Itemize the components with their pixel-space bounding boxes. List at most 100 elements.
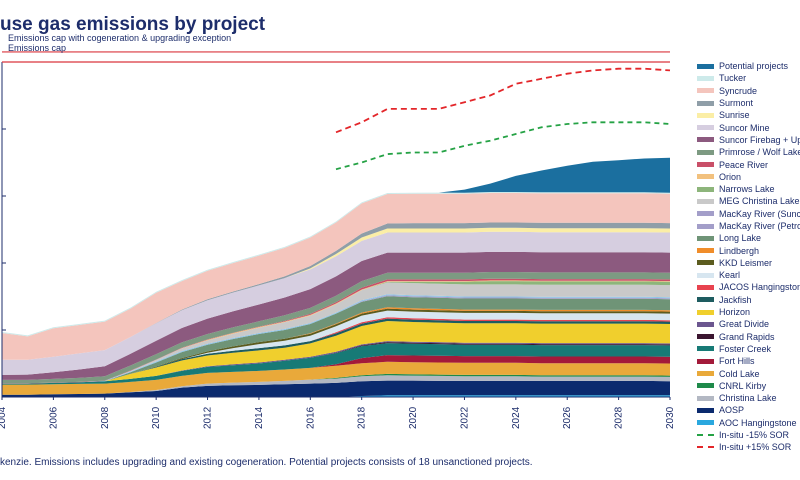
legend-swatch: [697, 186, 714, 192]
x-tick-label: 2012: [203, 406, 214, 429]
legend-label: MacKay River (Petro: [719, 221, 800, 231]
legend-swatch: [697, 174, 714, 180]
legend-swatch: [697, 149, 714, 155]
area-sunrise: [2, 227, 670, 360]
area-fort-hills: [2, 355, 670, 385]
legend-swatch: [697, 125, 714, 131]
legend-label: Great Divide: [719, 319, 770, 330]
legend-label: Syncrude: [719, 85, 758, 96]
legend-swatch: [697, 407, 714, 413]
x-tick-label: 2006: [48, 406, 59, 429]
legend-item-peace-river: Peace River: [697, 158, 800, 170]
reference-label-emissions-cap: Emissions cap: [8, 43, 66, 53]
legend-swatch: [697, 88, 714, 94]
legend-item-suncor-mine: Suncor Mine: [697, 121, 800, 133]
legend-swatch: [697, 75, 714, 81]
legend-swatch: [697, 309, 714, 315]
x-tick-label: 2010: [151, 406, 162, 429]
legend-label: AOC Hangingstone: [719, 417, 797, 428]
legend-label: Tucker: [719, 73, 747, 84]
legend-label: Cold Lake: [719, 368, 760, 379]
area-suncor-mine: [2, 231, 670, 375]
legend-swatch: [697, 395, 714, 401]
legend-label: MEG Christina Lake: [719, 196, 800, 207]
x-tick-label: 2008: [100, 406, 111, 429]
legend-swatch: [697, 112, 714, 118]
x-tick-label: 2024: [511, 406, 522, 429]
legend-label: In-situ -15% SOR: [719, 430, 790, 441]
legend-item-kearl: Kearl: [697, 269, 800, 281]
legend-label: Potential projects: [719, 61, 789, 72]
area-syncrude: [2, 193, 670, 360]
legend-item-aoc-hangingstone: AOC Hangingstone: [697, 417, 800, 429]
legend-item-surmont: Surmont: [697, 97, 800, 109]
legend-label: Lindbergh: [719, 245, 760, 256]
legend-swatch: [697, 358, 714, 364]
legend-swatch: [697, 346, 714, 352]
legend-item-horizon: Horizon: [697, 306, 800, 318]
legend-swatch: [697, 434, 714, 437]
chart-footnote: kenzie. Emissions includes upgrading and…: [0, 457, 533, 468]
area-cold-lake: [2, 361, 670, 395]
legend-label: Suncor Mine: [719, 122, 770, 133]
legend-label: Primrose / Wolf Lake: [719, 147, 800, 158]
legend-label: Grand Rapids: [719, 331, 775, 342]
legend-label: Surmont: [719, 98, 754, 109]
legend-item-mackay-river-petro: MacKay River (Petro: [697, 220, 800, 232]
chart-legend: Potential projects Tucker Syncrude Surmont S…: [697, 60, 800, 454]
area-christina-lake: [2, 375, 670, 395]
legend-item-mackay-river-sunc: MacKay River (Sunc: [697, 208, 800, 220]
area-cnrl-kirby: [2, 373, 670, 395]
legend-swatch: [697, 223, 714, 229]
x-tick-label: 2020: [408, 406, 419, 429]
area-potential-projects: [2, 157, 670, 336]
x-tick-label: 2030: [665, 406, 676, 429]
area-aosp: [2, 380, 670, 397]
legend-item-primrose-wolf-lake: Primrose / Wolf Lake: [697, 146, 800, 158]
x-tick-label: 2016: [305, 406, 316, 429]
legend-swatch: [697, 260, 714, 266]
legend-item-fort-hills: Fort Hills: [697, 355, 800, 367]
legend-swatch: [697, 272, 714, 278]
area-long-lake: [2, 296, 670, 384]
legend-swatch: [697, 211, 714, 217]
legend-swatch: [697, 334, 714, 340]
area-kearl: [2, 310, 670, 384]
legend-label: Foster Creek: [719, 343, 772, 354]
legend-label: Peace River: [719, 159, 769, 170]
legend-label: CNRL Kirby: [719, 380, 767, 391]
legend-swatch: [697, 63, 714, 69]
legend-swatch: [697, 137, 714, 143]
legend-swatch: [697, 446, 714, 449]
legend-item-in-situ-15-sor: In-situ -15% SOR: [697, 429, 800, 441]
legend-item-orion: Orion: [697, 171, 800, 183]
legend-label: Fort Hills: [719, 356, 755, 367]
area-foster-creek: [2, 343, 670, 385]
legend-label: Suncor Firebag + Up: [719, 134, 800, 145]
legend-label: Narrows Lake: [719, 184, 775, 195]
chart-title: use gas emissions by project: [0, 14, 266, 35]
legend-item-syncrude: Syncrude: [697, 85, 800, 97]
legend-item-foster-creek: Foster Creek: [697, 343, 800, 355]
x-tick-label: 2026: [562, 406, 573, 429]
legend-item-potential-projects: Potential projects: [697, 60, 800, 72]
legend-swatch: [697, 383, 714, 389]
legend-label: AOSP: [719, 405, 745, 416]
legend-item-great-divide: Great Divide: [697, 318, 800, 330]
emissions-chart: 2004 2006 2008 2010 2012 2014 2016 2018 2020 2022…: [0, 33, 676, 429]
line-in-situ-15-sor: [335, 121, 671, 171]
legend-swatch: [697, 198, 714, 204]
legend-label: Horizon: [719, 307, 751, 318]
legend-label: KKD Leismer: [719, 257, 773, 268]
legend-swatch: [697, 235, 714, 241]
area-suncor-firebag-upgrader: [2, 251, 670, 380]
legend-label: Kearl: [719, 270, 741, 281]
x-tick-label: 2028: [614, 406, 625, 429]
legend-item-long-lake: Long Lake: [697, 232, 800, 244]
legend-swatch: [697, 100, 714, 106]
legend-label: MacKay River (Sunc: [719, 208, 800, 219]
legend-item-jacos-hangingston: JACOS Hangingston: [697, 281, 800, 293]
legend-swatch: [697, 162, 714, 168]
legend-swatch: [697, 297, 714, 303]
legend-label: Christina Lake: [719, 393, 777, 404]
